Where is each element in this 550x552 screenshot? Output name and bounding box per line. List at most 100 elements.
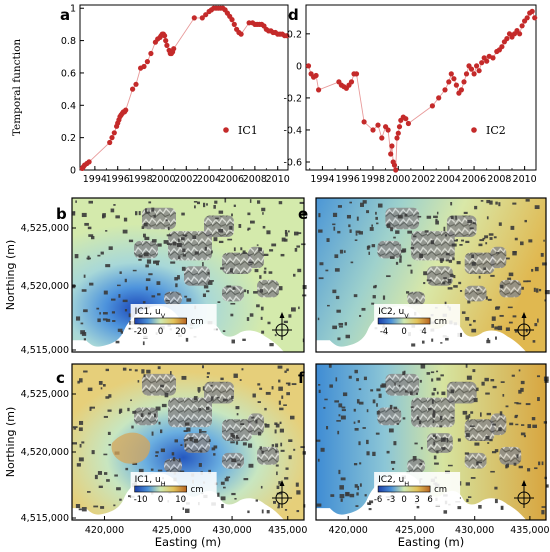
relief-patch xyxy=(134,240,158,259)
no-data-pixel xyxy=(172,241,177,246)
no-data-pixel xyxy=(268,271,273,274)
no-data-pixel xyxy=(210,384,213,387)
plot-frame xyxy=(305,4,537,171)
colorbar-title: IC1, uH xyxy=(135,475,166,488)
no-data-pixel xyxy=(273,500,276,504)
no-data-pixel xyxy=(255,499,258,502)
no-data-pixel xyxy=(532,424,537,428)
relief-patch xyxy=(204,381,234,404)
no-data-pixel xyxy=(197,387,201,392)
no-data-pixel xyxy=(534,323,538,327)
no-data-pixel xyxy=(447,464,453,467)
no-data-pixel xyxy=(484,377,489,382)
no-data-pixel xyxy=(297,232,302,235)
x-tick-label: 2010 xyxy=(513,174,537,185)
no-data-pixel xyxy=(318,229,323,233)
no-data-pixel xyxy=(224,477,229,482)
no-data-pixel xyxy=(512,202,517,205)
no-data-pixel xyxy=(206,372,210,375)
no-data-pixel xyxy=(241,368,244,371)
no-data-pixel xyxy=(238,224,242,228)
no-data-pixel xyxy=(376,403,378,407)
relief-patch xyxy=(204,215,234,237)
no-data-pixel xyxy=(145,264,149,268)
no-data-pixel xyxy=(134,369,138,372)
no-data-pixel xyxy=(527,424,532,429)
no-data-pixel xyxy=(396,423,400,425)
no-data-pixel xyxy=(207,271,210,275)
no-data-pixel xyxy=(87,255,90,260)
no-data-pixel xyxy=(439,258,445,262)
no-data-pixel xyxy=(252,393,256,398)
data-point xyxy=(504,36,510,42)
no-data-pixel xyxy=(492,385,497,389)
no-data-pixel xyxy=(393,406,398,410)
relief-patch xyxy=(257,446,279,465)
no-data-pixel xyxy=(215,217,219,220)
no-data-pixel xyxy=(281,395,284,399)
no-data-pixel xyxy=(393,441,397,446)
no-data-pixel xyxy=(140,413,144,417)
no-data-pixel xyxy=(453,239,458,242)
no-data-pixel xyxy=(337,337,341,341)
no-data-pixel xyxy=(281,237,286,242)
north-arrow-icon xyxy=(279,312,285,318)
no-data-pixel xyxy=(78,508,82,511)
no-data-pixel xyxy=(274,422,278,426)
no-data-pixel xyxy=(468,413,471,418)
map-b: IC1, uV cm -20 0 20 4,525,000 4,520,000 4,515,0… xyxy=(4,197,307,356)
no-data-pixel xyxy=(148,273,153,276)
no-data-pixel xyxy=(474,205,478,210)
no-data-pixel xyxy=(432,420,435,424)
no-data-pixel xyxy=(184,422,190,426)
no-data-pixel xyxy=(417,215,422,218)
no-data-pixel xyxy=(527,468,531,472)
no-data-pixel xyxy=(410,406,414,409)
no-data-pixel xyxy=(376,222,379,225)
no-data-pixel xyxy=(487,298,492,301)
no-data-pixel xyxy=(189,437,193,442)
no-data-pixel xyxy=(271,243,277,247)
no-data-pixel xyxy=(318,389,321,394)
no-data-pixel xyxy=(345,334,351,339)
no-data-pixel xyxy=(227,238,233,241)
relief-patch xyxy=(407,458,426,473)
no-data-pixel xyxy=(160,384,164,388)
no-data-pixel xyxy=(407,230,413,234)
relief-patch xyxy=(385,373,420,396)
no-data-pixel xyxy=(179,458,181,462)
no-data-pixel xyxy=(419,379,422,383)
no-data-pixel xyxy=(494,498,498,504)
no-data-pixel xyxy=(514,237,518,241)
no-data-pixel xyxy=(231,458,237,463)
no-data-pixel xyxy=(123,217,128,222)
no-data-pixel xyxy=(181,266,186,271)
no-data-pixel xyxy=(376,388,381,392)
data-point xyxy=(395,130,401,136)
no-data-pixel xyxy=(366,409,369,413)
no-data-pixel xyxy=(100,387,103,390)
no-data-pixel xyxy=(461,311,466,314)
no-data-pixel xyxy=(301,243,306,246)
no-data-pixel xyxy=(277,503,280,508)
relief-patch xyxy=(222,252,252,275)
no-data-pixel xyxy=(294,248,298,252)
no-data-pixel xyxy=(261,207,266,212)
no-data-pixel xyxy=(434,436,438,439)
no-data-pixel xyxy=(271,386,274,390)
colorbar-title: IC1, uV xyxy=(135,307,166,320)
no-data-pixel xyxy=(404,390,408,393)
no-data-pixel xyxy=(406,291,410,294)
no-data-pixel xyxy=(184,443,187,448)
colorbar-tick: 3 xyxy=(414,495,419,505)
no-data-pixel xyxy=(531,268,534,272)
no-data-pixel xyxy=(486,199,491,204)
no-data-pixel xyxy=(154,260,160,263)
no-data-pixel xyxy=(166,234,172,237)
data-point xyxy=(109,135,115,141)
no-data-pixel xyxy=(201,431,207,433)
no-data-pixel xyxy=(146,369,151,374)
no-data-pixel xyxy=(469,227,474,230)
no-data-pixel xyxy=(145,286,148,291)
no-data-pixel xyxy=(81,507,87,512)
